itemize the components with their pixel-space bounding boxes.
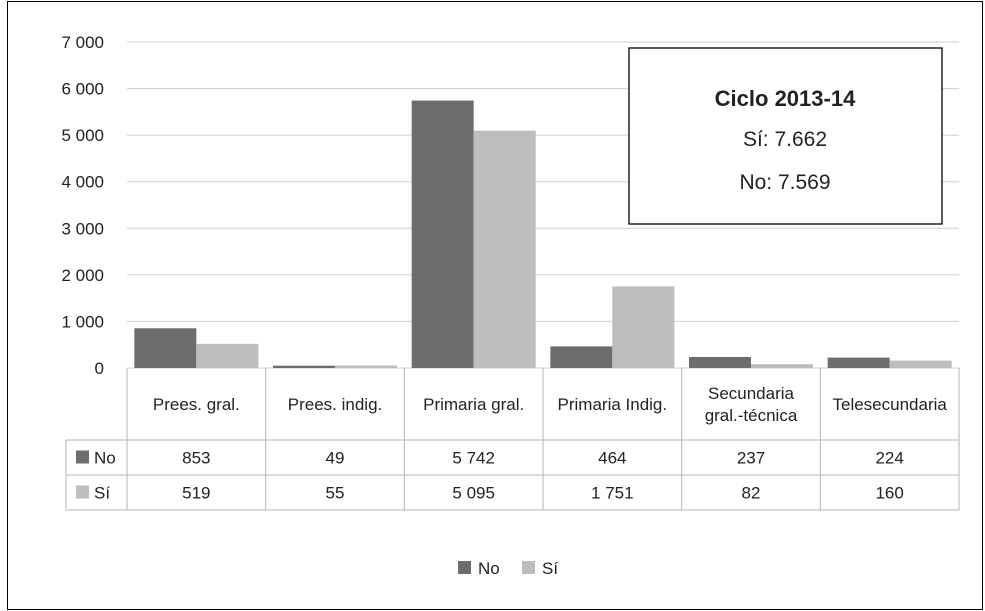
bar-no-0 <box>134 328 197 368</box>
table-cell-value: 224 <box>875 449 903 468</box>
bar-s-5 <box>889 360 952 368</box>
annotation-box: Ciclo 2013-14 Sí: 7.662 No: 7.569 <box>628 47 943 225</box>
table-cell-value: 55 <box>326 484 345 503</box>
category-label: Telesecundaria <box>832 395 947 414</box>
bar-no-5 <box>827 357 890 368</box>
annotation-line-no: No: 7.569 <box>739 171 830 194</box>
category-label: Prees. indig. <box>288 395 383 414</box>
table-cell-value: 82 <box>742 484 761 503</box>
y-tick-label: 5 000 <box>61 126 104 145</box>
table-series-key <box>76 450 89 464</box>
table-series-name: Sí <box>94 484 110 503</box>
bar-s-4 <box>751 364 813 368</box>
legend-label: Sí <box>542 559 558 578</box>
category-label: Secundaria gral.-técnica <box>705 384 798 425</box>
y-axis-ticks: 0 1 000 2 000 3 000 4 000 5 000 6 000 7 000 <box>61 33 104 378</box>
y-tick-label: 0 <box>95 359 104 378</box>
bar-s-3 <box>612 286 675 368</box>
bars <box>134 100 952 369</box>
table-cell-value: 5 742 <box>452 449 495 468</box>
table-cell-value: 853 <box>182 449 210 468</box>
bar-s-1 <box>335 365 397 368</box>
table-cell-value: 464 <box>598 449 626 468</box>
table-cell-value: 5 095 <box>452 484 495 503</box>
y-tick-label: 2 000 <box>61 266 104 285</box>
bar-no-2 <box>411 100 474 369</box>
y-tick-label: 7 000 <box>61 33 104 52</box>
annotation-border <box>628 47 943 225</box>
table-cell-value: 1 751 <box>591 484 634 503</box>
bar-no-4 <box>689 356 751 368</box>
category-label: Primaria Indig. <box>558 395 668 414</box>
legend-key <box>458 561 471 574</box>
category-label: Primaria gral. <box>423 395 524 414</box>
table-cell-value: 237 <box>737 449 765 468</box>
annotation-title: Ciclo 2013-14 <box>715 86 856 111</box>
table-series-name: No <box>94 449 116 468</box>
y-tick-label: 4 000 <box>61 173 104 192</box>
bar-s-0 <box>196 343 259 368</box>
y-tick-label: 3 000 <box>61 219 104 238</box>
table-cell-value: 519 <box>182 484 210 503</box>
data-table: Prees. gral. Prees. indig. Primaria gral. P… <box>65 368 960 511</box>
legend: No Sí <box>458 559 558 578</box>
table-series-key <box>76 485 89 499</box>
bar-no-1 <box>273 365 335 368</box>
legend-label: No <box>478 559 500 578</box>
bar-no-3 <box>550 346 613 368</box>
category-label: Prees. gral. <box>153 395 240 414</box>
bar-s-2 <box>473 130 536 368</box>
y-tick-label: 6 000 <box>61 80 104 99</box>
table-cell-value: 160 <box>875 484 903 503</box>
legend-key <box>522 561 535 574</box>
annotation-line-si: Sí: 7.662 <box>743 128 827 151</box>
y-tick-label: 1 000 <box>61 312 104 331</box>
table-cell-value: 49 <box>326 449 345 468</box>
